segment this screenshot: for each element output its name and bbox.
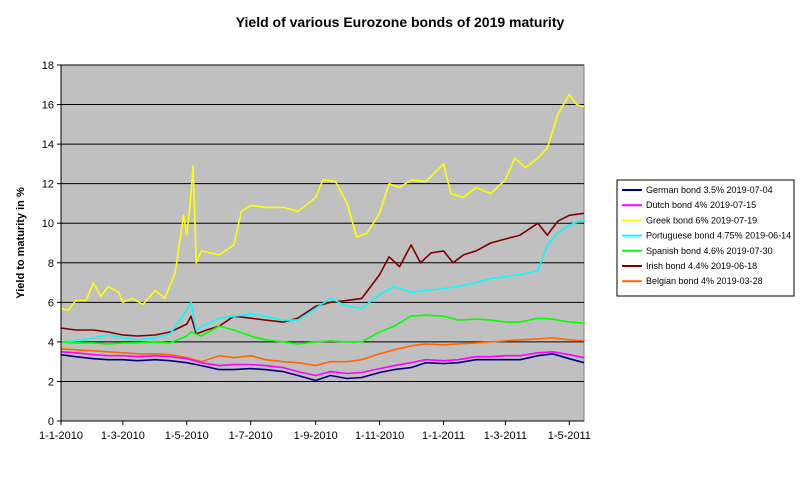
y-tick-label: 14 [42, 139, 54, 151]
legend-label: German bond 3.5% 2019-07-04 [646, 185, 773, 195]
legend-box [616, 179, 795, 297]
legend-label: Spanish bond 4.6% 2019-07-30 [646, 246, 773, 256]
series-line-1 [60, 350, 585, 377]
x-tick-label: 1-11-2010 [355, 430, 404, 442]
legend: German bond 3.5% 2019-07-04 Dutch bond 4%… [616, 179, 795, 297]
y-tick-label: 10 [42, 218, 54, 230]
y-tick-label: 2 [48, 376, 54, 388]
plot-area [60, 64, 585, 422]
legend-label: Dutch bond 4% 2019-07-15 [646, 200, 756, 210]
series-line-3 [60, 218, 585, 343]
chart-title: Yield of various Eurozone bonds of 2019 … [236, 14, 565, 30]
x-tick-label: 1-9-2010 [294, 430, 338, 442]
legend-items: German bond 3.5% 2019-07-04 Dutch bond 4%… [622, 185, 791, 286]
x-tick-label: 1-3-2011 [484, 430, 527, 442]
y-tick-label: 8 [48, 258, 54, 270]
y-tick-label: 4 [48, 337, 54, 349]
x-tick-label: 1-7-2010 [229, 430, 273, 442]
x-tick-label: 1-1-2010 [39, 430, 83, 442]
y-tick-label: 12 [42, 179, 54, 191]
x-tick-label: 1-5-2011 [548, 430, 591, 442]
y-tick-label: 0 [48, 416, 54, 428]
x-ticks: 1-1-2010 1-3-2010 1-5-2010 1-7-2010 1-9-2010… [39, 421, 591, 442]
y-tick-label: 16 [42, 100, 54, 112]
legend-label: Greek bond 6% 2019-07-19 [646, 215, 757, 225]
y-ticks: 0 2 4 6 8 10 12 14 16 18 [42, 60, 61, 428]
x-tick-label: 1-3-2010 [101, 430, 145, 442]
y-tick-label: 18 [42, 60, 54, 72]
series-line-0 [60, 352, 585, 382]
legend-label: Portuguese bond 4.75% 2019-06-14 [646, 231, 791, 241]
series-lines [60, 93, 585, 382]
series-line-4 [60, 314, 585, 345]
x-tick-label: 1-1-2011 [422, 430, 465, 442]
series-line-2 [60, 93, 585, 312]
x-tick-label: 1-5-2010 [165, 430, 209, 442]
legend-label: Irish bond 4.4% 2019-06-18 [646, 261, 757, 271]
axes [60, 65, 584, 422]
series-line-5 [60, 212, 585, 337]
series-line-6 [60, 337, 585, 367]
legend-label: Belgian bond 4% 2019-03-28 [646, 276, 763, 286]
y-tick-label: 6 [48, 297, 54, 309]
y-axis-title: Yield to maturity in % [15, 187, 27, 299]
